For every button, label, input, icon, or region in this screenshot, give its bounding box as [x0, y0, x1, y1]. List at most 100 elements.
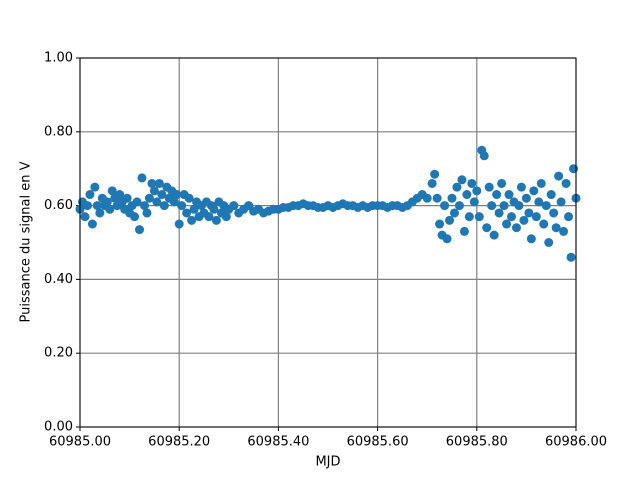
data-point	[221, 212, 231, 222]
data-point	[154, 178, 164, 188]
data-point	[182, 208, 192, 218]
data-point	[516, 182, 526, 192]
data-point	[467, 178, 477, 188]
data-point	[514, 201, 524, 211]
data-point	[87, 219, 97, 229]
data-point	[487, 201, 497, 211]
data-point	[564, 212, 574, 222]
data-point	[95, 208, 105, 218]
data-point	[494, 208, 504, 218]
data-point	[189, 204, 199, 214]
data-point	[102, 197, 112, 207]
data-point	[159, 201, 169, 211]
data-point	[142, 208, 152, 218]
y-tick-label: 0.40	[44, 272, 73, 287]
y-tick-label: 0.20	[44, 346, 73, 361]
y-tick-label: 0.80	[44, 124, 73, 139]
data-point	[132, 197, 142, 207]
data-point	[177, 201, 187, 211]
data-point	[546, 190, 556, 200]
data-point	[549, 208, 559, 218]
data-point	[556, 197, 566, 207]
data-point	[526, 234, 536, 244]
data-point	[85, 190, 95, 200]
data-point	[459, 226, 469, 236]
data-point	[566, 252, 576, 262]
data-point	[554, 171, 564, 181]
data-point	[149, 186, 159, 196]
data-point	[82, 201, 92, 211]
y-tick-label: 0.60	[44, 198, 73, 213]
data-point	[184, 193, 194, 203]
data-point	[507, 212, 517, 222]
data-point	[561, 178, 571, 188]
data-point	[169, 197, 179, 207]
data-point	[157, 190, 167, 200]
data-point	[144, 193, 154, 203]
plot-frame	[79, 57, 577, 428]
data-point	[489, 230, 499, 240]
data-point	[511, 223, 521, 233]
data-point	[521, 193, 531, 203]
data-point	[457, 175, 467, 185]
data-point	[427, 178, 437, 188]
data-point	[452, 182, 462, 192]
data-point	[492, 190, 502, 200]
data-point	[531, 212, 541, 222]
data-point	[497, 178, 507, 188]
data-point	[187, 215, 197, 225]
data-point	[172, 190, 182, 200]
data-point	[440, 201, 450, 211]
data-point	[445, 215, 455, 225]
data-point	[447, 193, 457, 203]
data-point	[430, 169, 440, 179]
data-point	[135, 225, 145, 235]
data-point	[559, 226, 569, 236]
data-point	[502, 219, 512, 229]
data-point	[519, 215, 529, 225]
data-point	[211, 215, 221, 225]
data-point	[147, 178, 157, 188]
x-tick-label: 60985.40	[247, 435, 309, 450]
data-point	[449, 208, 459, 218]
data-point	[107, 186, 117, 196]
data-point	[534, 197, 544, 207]
x-tick-label: 60985.80	[446, 435, 508, 450]
data-point	[90, 182, 100, 192]
data-point	[536, 178, 546, 188]
x-axis-label: MJD	[315, 455, 340, 470]
data-point	[432, 193, 442, 203]
data-point	[484, 182, 494, 192]
data-point	[529, 186, 539, 196]
data-point	[435, 219, 445, 229]
data-point	[122, 193, 132, 203]
x-tick-label: 60985.00	[49, 435, 111, 450]
data-point	[539, 219, 549, 229]
data-point	[80, 212, 90, 222]
data-point	[105, 204, 115, 214]
data-point	[541, 201, 551, 211]
data-point	[204, 212, 214, 222]
data-point	[462, 190, 472, 200]
data-point	[474, 212, 484, 222]
x-tick-label: 60986.00	[545, 435, 607, 450]
data-point	[422, 193, 432, 203]
data-point	[464, 212, 474, 222]
x-tick-label: 60985.60	[347, 435, 409, 450]
data-point	[472, 186, 482, 196]
data-point	[469, 197, 479, 207]
data-point	[229, 201, 239, 211]
data-point	[499, 201, 509, 211]
data-point	[569, 164, 579, 174]
data-point	[524, 208, 534, 218]
data-point	[174, 219, 184, 229]
data-point	[137, 173, 147, 183]
data-point	[139, 201, 149, 211]
data-point	[504, 190, 514, 200]
data-point	[152, 197, 162, 207]
data-point	[115, 190, 125, 200]
data-point	[482, 223, 492, 233]
data-point	[209, 204, 219, 214]
